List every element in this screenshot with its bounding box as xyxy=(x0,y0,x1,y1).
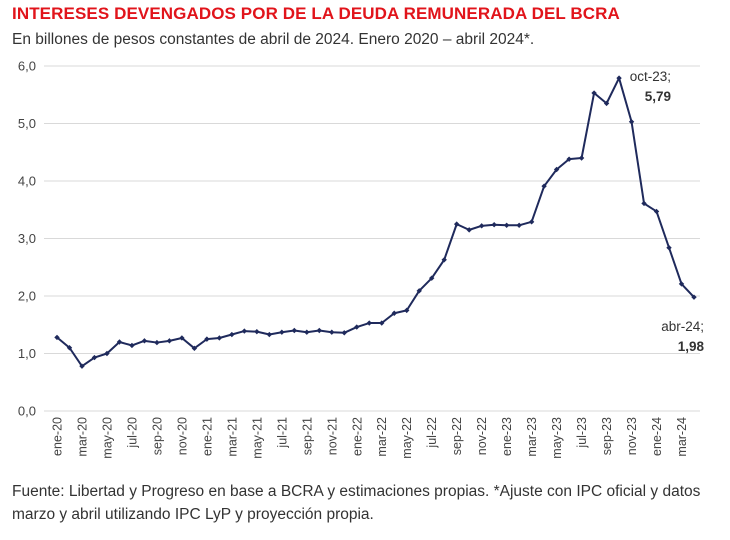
data-point xyxy=(266,331,273,338)
x-tick-label: nov-23 xyxy=(625,417,639,455)
data-point xyxy=(691,294,697,300)
chart-title: INTERESES DEVENGADOS POR DE LA DEUDA REM… xyxy=(12,4,620,23)
y-tick-label: 5,0 xyxy=(18,116,36,131)
x-tick-label: jul-21 xyxy=(275,417,289,449)
y-tick-label: 4,0 xyxy=(18,174,36,189)
x-axis-tick-labels: ene-20 mar-20 may-20 jul-20 sep-20 nov-20 ene-… xyxy=(51,417,690,459)
data-point xyxy=(379,320,385,326)
data-point xyxy=(541,183,547,189)
data-point xyxy=(154,339,160,346)
x-tick-label: sep-22 xyxy=(450,417,464,455)
x-tick-label: mar-23 xyxy=(525,417,539,457)
data-point xyxy=(516,222,522,228)
data-point xyxy=(404,307,410,314)
data-point xyxy=(329,329,335,335)
data-point xyxy=(179,335,185,341)
annotation-period: oct-23; xyxy=(630,69,671,84)
data-point xyxy=(341,330,347,336)
data-point xyxy=(678,281,685,287)
data-point xyxy=(616,75,622,81)
source-note: Fuente: Libertad y Progreso en base a BC… xyxy=(12,483,701,523)
x-tick-label: jul-23 xyxy=(575,417,589,449)
chart-subtitle: En billones de pesos constantes de abril… xyxy=(12,31,535,48)
data-point xyxy=(553,166,560,173)
data-point xyxy=(503,222,510,228)
data-point xyxy=(166,338,173,344)
x-tick-label: may-20 xyxy=(100,417,114,459)
data-point xyxy=(204,336,210,342)
x-tick-label: may-22 xyxy=(400,417,414,459)
x-tick-label: ene-20 xyxy=(51,417,65,456)
annotation-value: 5,79 xyxy=(645,89,671,104)
data-point xyxy=(429,275,435,281)
data-point xyxy=(354,324,360,330)
data-point xyxy=(466,227,472,233)
y-tick-label: 3,0 xyxy=(18,231,36,246)
y-axis-tick-labels: 0,0 1,0 2,0 3,0 4,0 5,0 6,0 xyxy=(18,59,36,419)
data-point xyxy=(54,334,60,341)
x-tick-label: mar-20 xyxy=(75,417,89,457)
annotation-value: 1,98 xyxy=(678,339,705,354)
data-point xyxy=(191,345,198,352)
y-tick-label: 1,0 xyxy=(18,346,36,361)
data-point xyxy=(491,222,497,228)
data-point xyxy=(528,219,535,225)
data-point xyxy=(453,221,460,227)
data-point xyxy=(66,345,73,351)
data-point xyxy=(241,328,248,334)
data-point xyxy=(216,335,223,341)
series-line xyxy=(56,77,695,368)
x-tick-label: sep-23 xyxy=(600,417,614,455)
x-tick-label: ene-21 xyxy=(200,417,214,456)
data-point xyxy=(603,100,610,107)
data-point xyxy=(291,327,298,334)
data-point xyxy=(366,320,372,326)
data-point xyxy=(304,329,310,335)
data-point xyxy=(653,208,660,215)
data-point xyxy=(391,310,397,316)
data-point xyxy=(416,288,422,294)
data-point xyxy=(591,90,597,96)
data-point xyxy=(141,338,148,344)
x-tick-label: ene-24 xyxy=(650,417,664,456)
data-point-markers xyxy=(54,75,697,369)
x-tick-label: nov-22 xyxy=(475,417,489,455)
data-point xyxy=(666,245,672,251)
x-tick-label: jul-20 xyxy=(125,417,139,449)
x-tick-label: ene-23 xyxy=(500,417,514,456)
x-tick-label: may-21 xyxy=(250,417,264,459)
data-point xyxy=(116,339,123,345)
data-point xyxy=(441,257,447,263)
data-point xyxy=(279,329,285,335)
data-point xyxy=(316,327,322,334)
data-point xyxy=(628,119,635,125)
x-tick-label: mar-22 xyxy=(375,417,389,457)
x-tick-label: nov-21 xyxy=(325,417,339,455)
gridlines xyxy=(44,65,700,412)
y-tick-label: 2,0 xyxy=(18,289,36,304)
data-point xyxy=(129,342,135,349)
annotation-period: abr-24; xyxy=(661,319,704,334)
x-tick-label: sep-20 xyxy=(150,417,164,455)
line-chart: 0,0 1,0 2,0 3,0 4,0 5,0 6,0 ene-20 mar-20 may-20… xyxy=(18,59,705,459)
data-point xyxy=(578,155,585,161)
x-tick-label: jul-22 xyxy=(425,417,439,449)
data-point xyxy=(566,156,572,162)
x-tick-label: mar-21 xyxy=(225,417,239,457)
x-tick-label: ene-22 xyxy=(350,417,364,456)
data-point xyxy=(641,200,647,207)
data-point xyxy=(104,350,110,357)
data-point xyxy=(79,363,85,369)
annotations: oct-23; 5,79 abr-24; 1,98 xyxy=(630,69,705,354)
x-tick-label: sep-21 xyxy=(300,417,314,455)
data-point xyxy=(254,328,260,335)
y-tick-label: 0,0 xyxy=(18,404,36,419)
x-tick-label: nov-20 xyxy=(175,417,189,455)
x-tick-label: may-23 xyxy=(550,417,564,459)
data-point xyxy=(229,331,235,338)
x-tick-label: mar-24 xyxy=(675,417,689,457)
y-tick-label: 6,0 xyxy=(18,59,36,74)
data-point xyxy=(478,223,485,229)
data-point xyxy=(91,354,98,361)
